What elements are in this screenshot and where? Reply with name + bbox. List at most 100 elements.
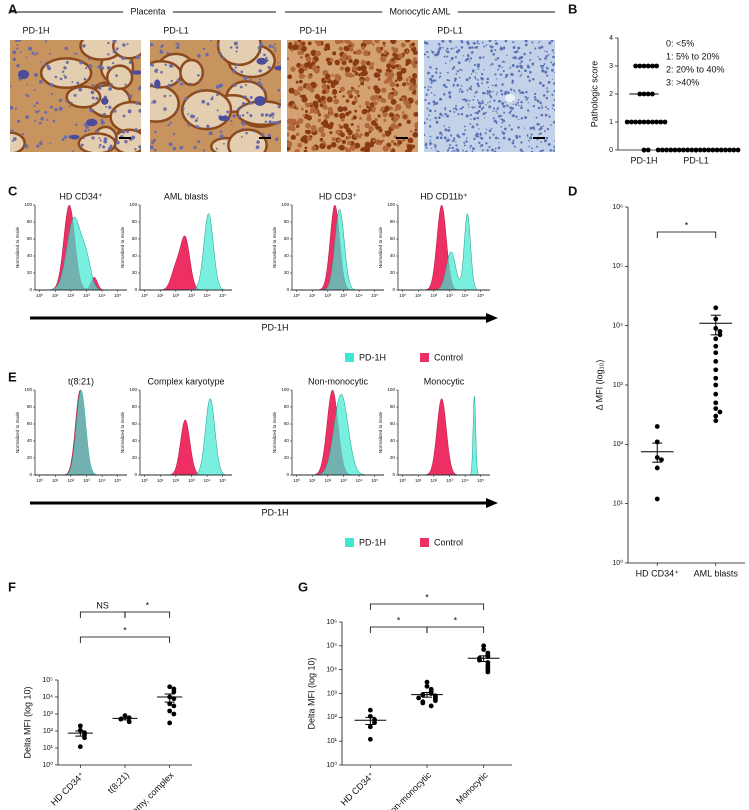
cell xyxy=(337,138,342,143)
cell xyxy=(517,101,519,104)
cell xyxy=(451,146,454,150)
cell xyxy=(307,74,312,80)
cell xyxy=(338,123,341,127)
cell xyxy=(302,114,306,117)
nucleus xyxy=(184,96,189,101)
cell xyxy=(488,40,491,43)
nucleus xyxy=(122,43,126,47)
nucleus xyxy=(233,83,237,87)
nucleus xyxy=(245,131,248,135)
nucleus xyxy=(243,95,247,99)
nucleus xyxy=(249,114,253,118)
cell xyxy=(430,79,433,82)
cell xyxy=(478,43,480,45)
nucleus xyxy=(12,57,17,62)
nucleus xyxy=(75,52,78,55)
nucleus xyxy=(14,107,18,110)
cell xyxy=(382,41,386,45)
nucleus xyxy=(46,118,49,121)
cell xyxy=(310,124,317,131)
cell xyxy=(527,101,530,104)
cell xyxy=(388,71,395,79)
nucleus xyxy=(85,67,88,70)
x-tick-label: HD CD34⁺ xyxy=(339,770,377,808)
cell xyxy=(494,136,498,140)
nucleus xyxy=(35,101,39,105)
nucleus xyxy=(277,88,281,92)
cell xyxy=(432,100,436,104)
cell xyxy=(424,42,425,44)
cell xyxy=(497,114,501,118)
cell xyxy=(553,89,555,93)
cell xyxy=(324,48,327,52)
y-axis-label: Normalized to mode xyxy=(15,412,20,454)
nucleus xyxy=(216,109,219,112)
nucleus xyxy=(155,68,159,72)
cell xyxy=(510,72,514,76)
cell xyxy=(430,81,433,84)
cell xyxy=(453,111,456,113)
cell xyxy=(446,78,449,82)
cell xyxy=(504,61,506,63)
nucleus xyxy=(34,53,37,57)
cell xyxy=(488,136,492,139)
cell xyxy=(488,90,492,94)
x-tick-label: 10⁰ xyxy=(293,478,300,483)
plot-title: Monocytic xyxy=(424,376,465,386)
nucleus xyxy=(240,135,243,138)
cell xyxy=(471,106,474,109)
cell xyxy=(526,109,530,112)
villus xyxy=(77,132,117,152)
cell xyxy=(354,142,361,149)
nucleus xyxy=(254,131,256,133)
cell xyxy=(291,122,295,127)
cell xyxy=(498,64,501,68)
cell xyxy=(382,145,389,152)
data-point xyxy=(664,147,669,153)
y-tick-label: 10² xyxy=(43,728,54,735)
y-tick-label: 10⁰ xyxy=(42,761,53,769)
cell xyxy=(425,146,428,149)
cell xyxy=(528,145,530,148)
cell xyxy=(536,122,540,126)
cell xyxy=(494,147,497,150)
nucleus xyxy=(54,107,58,112)
cell xyxy=(437,43,441,46)
nucleus xyxy=(90,90,95,95)
y-tick-label: 0 xyxy=(286,472,289,477)
y-tick-label: 80 xyxy=(27,404,33,409)
y-tick-label: 100 xyxy=(129,387,137,392)
cell xyxy=(325,57,331,63)
data-point xyxy=(367,707,373,713)
cell xyxy=(508,111,512,114)
nucleus xyxy=(43,63,46,67)
cell xyxy=(519,64,522,68)
y-axis-label: Delta MFI (log 10) xyxy=(22,686,32,758)
cell xyxy=(480,73,484,76)
cell xyxy=(525,40,528,43)
cell xyxy=(334,59,340,65)
cell xyxy=(405,81,409,84)
cell xyxy=(448,146,451,150)
cell xyxy=(307,41,312,46)
cell xyxy=(538,46,542,50)
cell xyxy=(446,71,449,74)
cell xyxy=(320,95,326,101)
cell xyxy=(465,101,467,103)
x-tick-label: 10⁰ xyxy=(36,478,43,483)
y-tick-label: 10⁵ xyxy=(612,263,623,270)
cell xyxy=(520,60,523,63)
cell xyxy=(340,132,345,138)
y-tick-label: 4 xyxy=(609,35,613,42)
nucleus xyxy=(180,82,184,86)
cell xyxy=(444,109,447,111)
nucleus xyxy=(63,74,65,77)
cell xyxy=(429,66,432,69)
x-tick-label: 10⁴ xyxy=(204,478,211,483)
cell xyxy=(391,58,395,62)
cell xyxy=(511,114,515,117)
nucleus xyxy=(112,49,117,54)
cell xyxy=(424,143,428,147)
nucleus xyxy=(166,51,170,55)
cell xyxy=(292,103,296,107)
